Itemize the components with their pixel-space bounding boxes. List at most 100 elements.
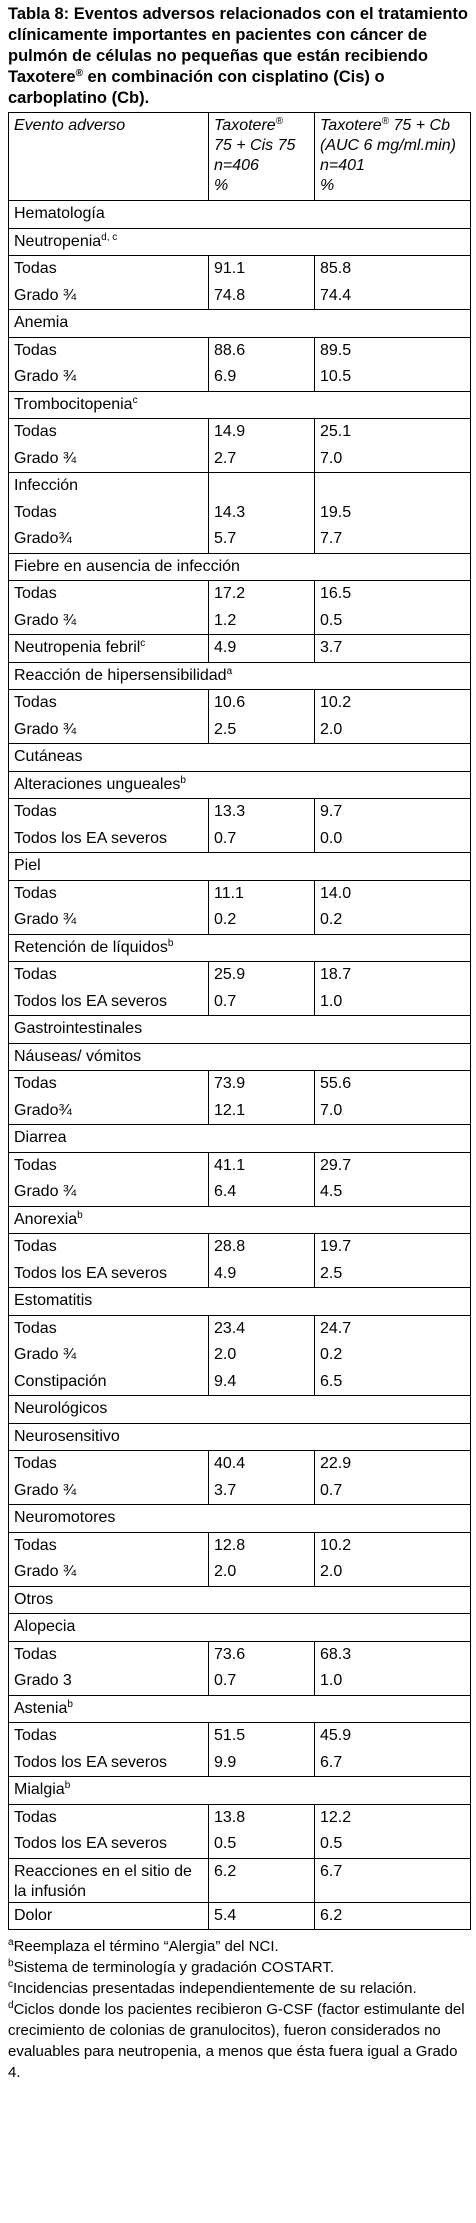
value: 6.2 bbox=[214, 1862, 237, 1880]
value: 0.2 bbox=[320, 911, 343, 928]
value-cell: 40.4 bbox=[208, 1450, 315, 1478]
value: 73.6 bbox=[214, 1645, 246, 1663]
section-cell: Anorexiab bbox=[8, 1205, 471, 1234]
value-cell: 74.4 bbox=[314, 282, 471, 310]
section-label: Retención de líquidos bbox=[14, 938, 168, 956]
footnote-ref: a bbox=[226, 665, 233, 677]
data-row: Todos los EA severos 4.9 2.5 bbox=[8, 1260, 471, 1288]
value-cell: 4.5 bbox=[314, 1179, 471, 1207]
section-label: Piel bbox=[14, 857, 41, 874]
section-row: Otros bbox=[8, 1585, 471, 1614]
footnote-ref: b bbox=[180, 774, 186, 786]
value: 5.4 bbox=[214, 1906, 237, 1924]
header-text: Taxotere bbox=[320, 117, 382, 134]
footnote-text: Incidencias presentadas independientemen… bbox=[13, 1980, 417, 1997]
event-label: Todas bbox=[14, 966, 57, 983]
data-row: Neutropenia febrilc 4.9 3.7 bbox=[8, 634, 471, 663]
value-cell: 12.8 bbox=[208, 1531, 315, 1559]
event-cell: Todas bbox=[8, 1450, 209, 1478]
data-row: Todas 41.1 29.7 bbox=[8, 1151, 471, 1179]
value: 7.0 bbox=[320, 449, 343, 467]
section-row: Hematología bbox=[8, 200, 471, 229]
event-label: Todos los EA severos bbox=[14, 1264, 167, 1282]
data-row: Grado¾ 5.7 7.7 bbox=[8, 526, 471, 554]
event-cell: Todas bbox=[8, 1531, 209, 1559]
data-row: Todas 51.5 45.9 bbox=[8, 1722, 471, 1750]
event-cell: Dolor bbox=[8, 1901, 209, 1930]
footnote: aReemplaza el término “Alergia” del NCI. bbox=[8, 1936, 470, 1957]
section-cell: Neuromotores bbox=[8, 1504, 471, 1533]
value: 16.5 bbox=[320, 585, 352, 602]
value: 0.5 bbox=[320, 611, 343, 629]
data-row: Todas 23.4 24.7 bbox=[8, 1314, 471, 1342]
value: 0.5 bbox=[214, 1835, 237, 1852]
value-cell: 0.7 bbox=[208, 825, 315, 853]
header-sup: ® bbox=[275, 116, 284, 127]
event-cell: Todas bbox=[8, 1070, 209, 1098]
value-cell: 12.1 bbox=[208, 1097, 315, 1125]
footnote-ref: b bbox=[167, 937, 174, 949]
value: 0.7 bbox=[320, 1481, 343, 1499]
event-cell: Grado ¾ bbox=[8, 1179, 209, 1207]
value-cell: 3.7 bbox=[314, 634, 471, 663]
footnote-ref: c bbox=[132, 394, 138, 406]
event-label: Todas bbox=[14, 1455, 57, 1472]
value-cell: 0.5 bbox=[208, 1831, 315, 1859]
value-cell: 17.2 bbox=[208, 580, 315, 608]
section-label: Anorexia bbox=[14, 1210, 78, 1228]
section-row: Gastrointestinales bbox=[8, 1015, 471, 1044]
section-label: Anemia bbox=[14, 314, 69, 331]
value-cell: 2.5 bbox=[314, 1260, 471, 1288]
section-cell: Alopecia bbox=[8, 1613, 471, 1642]
value: 1.2 bbox=[214, 611, 237, 629]
event-label: Grado ¾ bbox=[14, 720, 77, 738]
data-row: Todas 28.8 19.7 bbox=[8, 1233, 471, 1261]
event-cell: Todos los EA severos bbox=[8, 825, 209, 853]
value: 10.5 bbox=[320, 368, 352, 385]
footnote-mark: c bbox=[8, 1979, 13, 1990]
event-cell: Todas bbox=[8, 418, 209, 446]
section-label: Cutáneas bbox=[14, 748, 83, 765]
section-label: Reacción de hipersensibilidad bbox=[14, 666, 227, 684]
section-row: Anemia bbox=[8, 309, 471, 338]
section-row: Fiebre en ausencia de infección bbox=[8, 552, 471, 581]
section-cell: Asteniab bbox=[8, 1694, 471, 1723]
value: 12.2 bbox=[320, 1808, 352, 1826]
event-cell: Todos los EA severos bbox=[8, 1831, 209, 1859]
section-label: Neutropenia bbox=[14, 232, 102, 250]
section-label: Náuseas/ vómitos bbox=[14, 1047, 142, 1065]
footnote-ref: d, c bbox=[101, 231, 118, 243]
event-label: Todas bbox=[14, 884, 57, 902]
data-row: Grado ¾ 0.2 0.2 bbox=[8, 907, 471, 935]
section-cell: Neutropeniad, c bbox=[8, 227, 471, 256]
section-row: Neutropeniad, c bbox=[8, 227, 471, 256]
event-cell: Todas bbox=[8, 879, 209, 907]
value-cell: 14.0 bbox=[314, 879, 471, 907]
event-cell: Grado¾ bbox=[8, 526, 209, 554]
value-cell: 25.1 bbox=[314, 418, 471, 446]
value: 6.2 bbox=[320, 1906, 343, 1924]
event-cell: Todas bbox=[8, 1803, 209, 1831]
header-text: 75 + Cis 75 bbox=[214, 137, 296, 154]
event-cell: Todas bbox=[8, 798, 209, 826]
title-text: en combinación con cisplatino (Cis) o ca… bbox=[8, 68, 385, 107]
event-label: Grado¾ bbox=[14, 1101, 72, 1119]
footnote-ref: b bbox=[64, 1780, 71, 1791]
event-cell: Todas bbox=[8, 1640, 209, 1668]
footnote: bSistema de terminología y gradación COS… bbox=[8, 1957, 470, 1978]
value: 29.7 bbox=[320, 1156, 352, 1174]
value-cell: 9.4 bbox=[208, 1368, 315, 1396]
section-label: Astenia bbox=[14, 1699, 68, 1717]
event-cell: Grado ¾ bbox=[8, 907, 209, 935]
section-label: Mialgia bbox=[14, 1781, 65, 1798]
section-cell: Hematología bbox=[8, 200, 471, 229]
header-text: (AUC 6 mg/ml.min) bbox=[320, 137, 457, 154]
data-row: Todos los EA severos 9.9 6.7 bbox=[8, 1749, 471, 1777]
data-row: Todas 14.9 25.1 bbox=[8, 418, 471, 446]
event-cell: Todas bbox=[8, 1314, 209, 1342]
value-cell: 2.0 bbox=[208, 1342, 315, 1369]
footnote-mark: d bbox=[8, 2000, 14, 2011]
value-cell: 7.0 bbox=[314, 445, 471, 473]
value-cell: 1.2 bbox=[208, 607, 315, 635]
